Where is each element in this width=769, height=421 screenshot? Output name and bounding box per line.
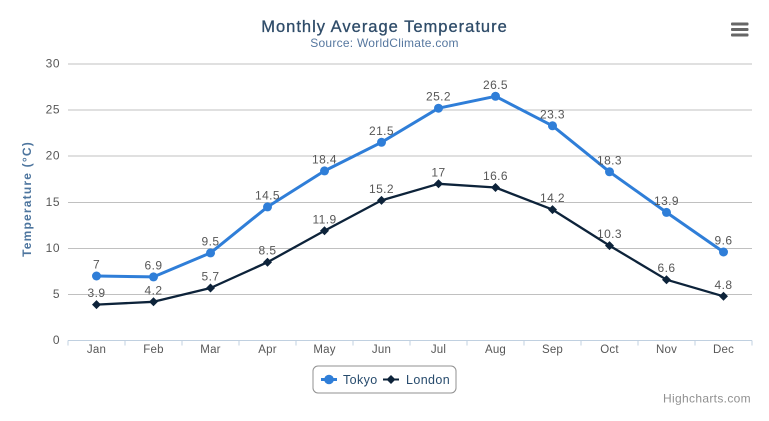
svg-text:21.5: 21.5 xyxy=(369,124,394,138)
svg-text:May: May xyxy=(313,344,335,356)
svg-text:25.2: 25.2 xyxy=(426,90,451,104)
svg-text:30: 30 xyxy=(46,57,60,71)
svg-text:Sep: Sep xyxy=(542,344,563,356)
svg-text:Temperature (°C): Temperature (°C) xyxy=(20,141,34,257)
svg-text:4.8: 4.8 xyxy=(715,278,733,292)
svg-text:8.5: 8.5 xyxy=(259,244,277,258)
svg-text:13.9: 13.9 xyxy=(654,194,679,208)
svg-text:26.5: 26.5 xyxy=(483,78,508,92)
svg-text:Mar: Mar xyxy=(200,344,220,356)
svg-text:15: 15 xyxy=(46,195,60,209)
svg-text:6.6: 6.6 xyxy=(658,261,676,275)
svg-text:Tokyo: Tokyo xyxy=(343,373,378,387)
svg-text:10: 10 xyxy=(46,241,60,255)
svg-text:Aug: Aug xyxy=(485,344,506,356)
svg-text:London: London xyxy=(406,373,450,387)
svg-text:16.6: 16.6 xyxy=(483,169,508,183)
svg-text:3.9: 3.9 xyxy=(88,286,106,300)
svg-text:0: 0 xyxy=(53,333,60,347)
svg-text:23.3: 23.3 xyxy=(540,107,565,121)
svg-text:14.2: 14.2 xyxy=(540,191,565,205)
svg-text:20: 20 xyxy=(46,149,60,163)
svg-text:5.7: 5.7 xyxy=(202,270,220,284)
svg-text:7: 7 xyxy=(93,258,100,272)
svg-text:10.3: 10.3 xyxy=(597,227,622,241)
svg-text:6.9: 6.9 xyxy=(145,258,163,272)
svg-text:17: 17 xyxy=(431,165,445,179)
svg-text:Oct: Oct xyxy=(600,344,619,356)
svg-text:9.5: 9.5 xyxy=(202,234,220,248)
svg-text:Jan: Jan xyxy=(87,344,106,356)
svg-text:25: 25 xyxy=(46,103,60,117)
svg-text:Jun: Jun xyxy=(372,344,391,356)
svg-text:Dec: Dec xyxy=(713,344,734,356)
svg-text:Monthly Average Temperature: Monthly Average Temperature xyxy=(261,18,508,36)
svg-text:Jul: Jul xyxy=(431,344,446,356)
svg-text:18.3: 18.3 xyxy=(597,153,622,167)
svg-text:18.4: 18.4 xyxy=(312,152,337,166)
svg-text:4.2: 4.2 xyxy=(145,283,163,297)
svg-text:15.2: 15.2 xyxy=(369,182,394,196)
svg-text:Apr: Apr xyxy=(258,344,277,356)
svg-text:11.9: 11.9 xyxy=(312,212,336,226)
svg-text:5: 5 xyxy=(53,287,60,301)
svg-text:9.6: 9.6 xyxy=(715,234,733,248)
svg-text:Feb: Feb xyxy=(143,344,163,356)
svg-text:Source: WorldClimate.com: Source: WorldClimate.com xyxy=(310,36,459,50)
svg-text:Highcharts.com: Highcharts.com xyxy=(663,392,751,406)
svg-text:14.5: 14.5 xyxy=(255,188,280,202)
svg-text:Nov: Nov xyxy=(656,344,677,356)
